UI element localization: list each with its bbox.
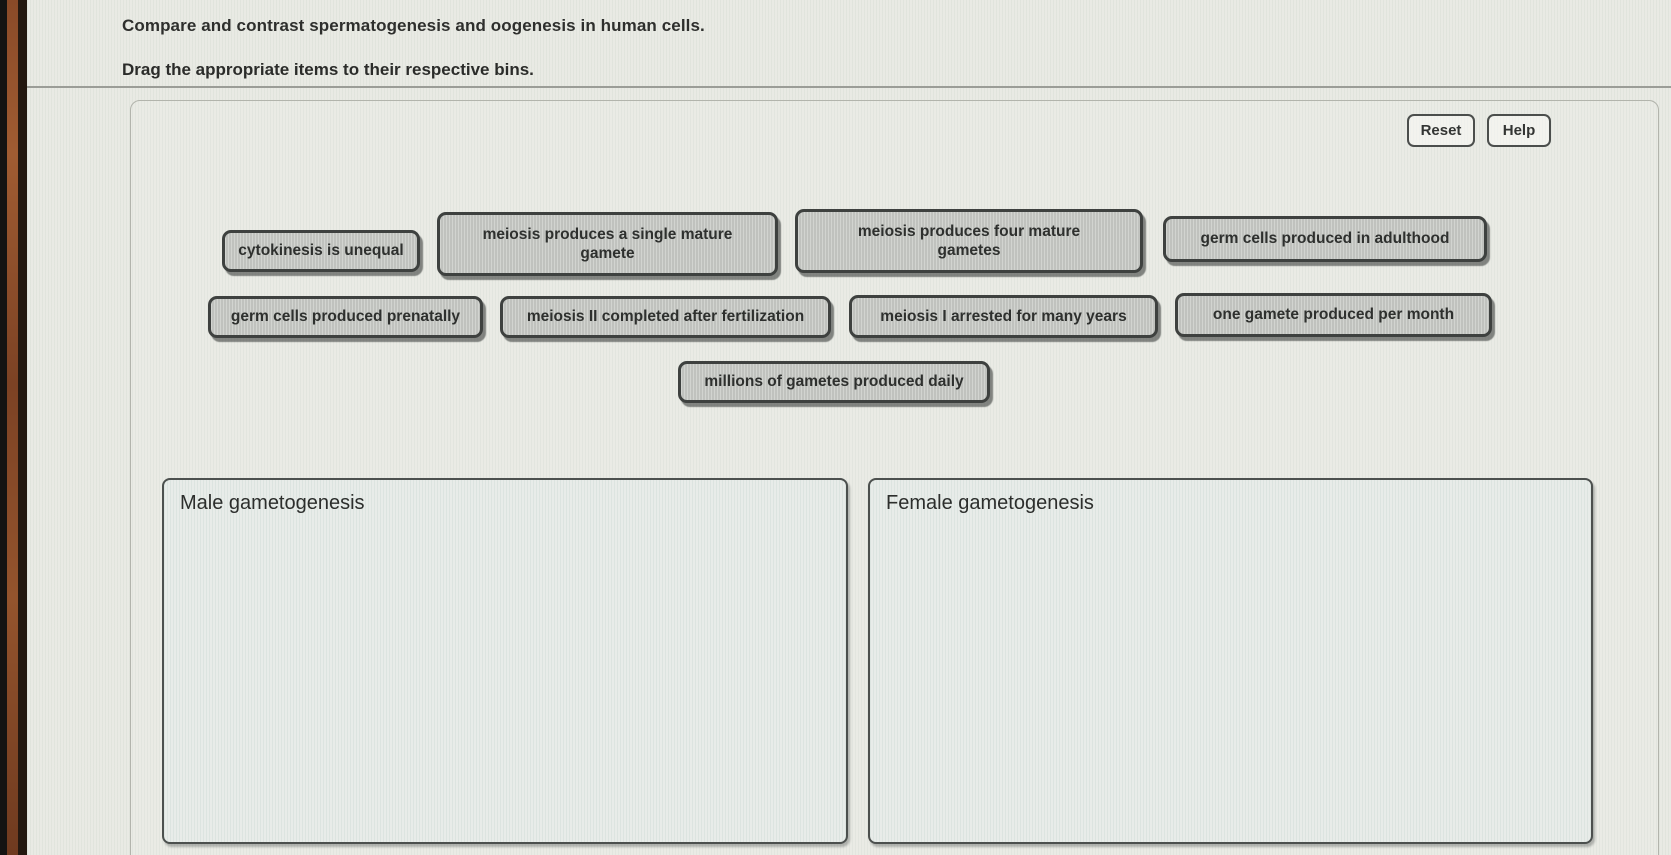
drag-item-label: millions of gametes produced daily [704,373,964,391]
instruction-text: Drag the appropriate items to their resp… [122,60,534,79]
bin-female-gametogenesis[interactable]: Female gametogenesis [868,478,1593,844]
bin-label: Male gametogenesis [180,492,365,514]
page-title: Compare and contrast spermatogenesis and… [122,16,705,35]
drag-item-millions-daily[interactable]: millions of gametes produced daily [678,361,990,403]
drag-item-label: meiosis I arrested for many years [880,307,1127,325]
screen-bezel-edge [0,0,7,855]
bin-label: Female gametogenesis [886,492,1094,514]
drag-item-single-mature-gamete[interactable]: meiosis produces a single mature gamete [437,212,778,276]
drag-item-label: germ cells produced in adulthood [1200,230,1450,248]
drag-item-germ-cells-prenatally[interactable]: germ cells produced prenatally [208,296,483,338]
drag-item-label: meiosis produces a single mature gamete [482,225,733,262]
drag-item-label: meiosis II completed after fertilization [526,308,805,326]
reset-button[interactable]: Reset [1407,114,1475,147]
drag-item-label: one gamete produced per month [1212,306,1455,324]
drag-item-one-gamete-per-month[interactable]: one gamete produced per month [1175,293,1492,337]
drag-item-meiosis-i-arrested[interactable]: meiosis I arrested for many years [849,295,1158,338]
drag-item-germ-cells-adulthood[interactable]: germ cells produced in adulthood [1163,216,1487,262]
drag-item-label: meiosis produces four mature gametes [857,222,1081,259]
drag-item-label: germ cells produced prenatally [230,308,461,326]
drag-item-meiosis-ii-after-fertilization[interactable]: meiosis II completed after fertilization [500,296,831,338]
bin-male-gametogenesis[interactable]: Male gametogenesis [162,478,848,844]
drag-item-cytokinesis-unequal[interactable]: cytokinesis is unequal [222,230,420,272]
screen-bezel [7,0,18,855]
screen-bezel-inner [18,0,27,855]
drag-item-label: cytokinesis is unequal [238,242,404,260]
drag-item-four-mature-gametes[interactable]: meiosis produces four mature gametes [795,209,1143,273]
help-button[interactable]: Help [1487,114,1551,147]
header-divider [27,86,1671,88]
